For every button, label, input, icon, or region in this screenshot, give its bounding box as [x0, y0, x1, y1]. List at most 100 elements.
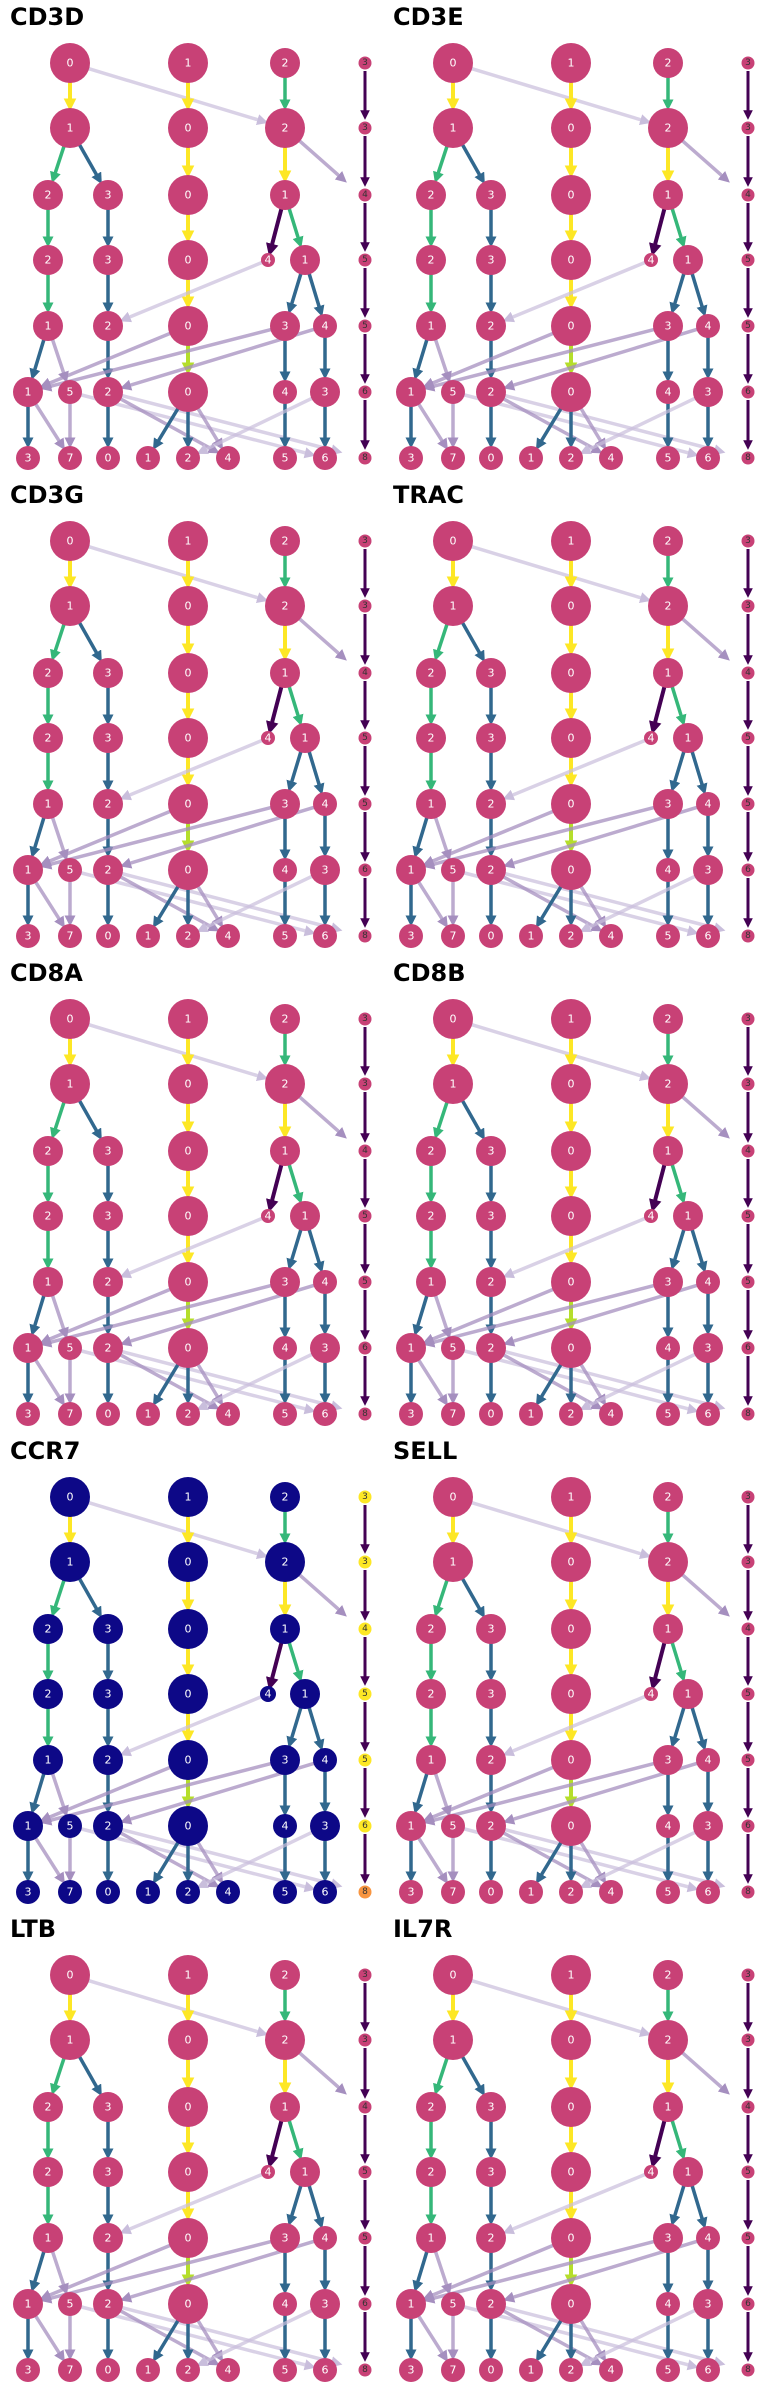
clustree-panel-cd8b: 3 3 4 5 5 6 8 0 1 2 1 0 2 2 3 0 1 2 3 0 4 1 1 2 0 3 4 1 5 2 0 4 3 3 7 0 1 2 4 5…	[383, 956, 763, 1431]
tree-edge	[50, 2249, 69, 2295]
cluster-node-label: 4	[265, 1688, 272, 1701]
cluster-node	[653, 658, 683, 688]
cluster-node	[644, 253, 658, 267]
clustree-graph: 3 3 4 5 5 6 8 0 1 2 1 0 2 2 3 0 1 2 3 0 4 1 1 2 0 3 4 1 5 2 0 4 3 3 7 0 1 2 4 5…	[13, 1955, 372, 2382]
tree-edge	[680, 2050, 730, 2095]
cluster-node	[216, 1880, 240, 1904]
resolution-label: 5	[362, 1689, 368, 1699]
cluster-node	[653, 180, 683, 210]
cluster-node-label: 3	[665, 1276, 672, 1289]
cluster-node	[50, 1477, 90, 1517]
cluster-node-label: 1	[302, 1210, 309, 1223]
cluster-node-label: 1	[528, 452, 535, 465]
cluster-node-label: 5	[67, 864, 74, 877]
cluster-node	[273, 1814, 297, 1838]
resolution-node	[741, 1209, 755, 1223]
cluster-node-label: 6	[322, 452, 329, 465]
cluster-node	[270, 1745, 300, 1775]
cluster-node-label: 2	[45, 667, 52, 680]
cluster-node	[653, 1482, 683, 1512]
cluster-node	[58, 1336, 82, 1360]
tree-edge	[119, 738, 265, 801]
cluster-node-label: 0	[568, 600, 575, 613]
resolution-label: 5	[745, 799, 751, 809]
cluster-node	[313, 314, 337, 338]
panel-title: LTB	[10, 1915, 56, 1943]
resolution-node	[358, 1555, 372, 1569]
cluster-node	[136, 1880, 160, 1904]
cluster-node	[310, 1811, 340, 1841]
cluster-node-label: 2	[428, 1210, 435, 1223]
cluster-node-label: 3	[25, 1408, 32, 1421]
cluster-node	[476, 1136, 506, 1166]
cluster-node	[551, 1196, 591, 1236]
cluster-node-label: 4	[265, 732, 272, 745]
cluster-node	[50, 2020, 90, 2060]
cluster-node-label: 0	[568, 2101, 575, 2114]
cluster-node	[93, 1679, 123, 1709]
tree-edge	[503, 393, 726, 456]
cluster-node-label: 1	[302, 1688, 309, 1701]
cluster-node	[551, 2218, 591, 2258]
tree-edge	[469, 544, 652, 604]
cluster-node	[273, 1402, 297, 1426]
tree-edge	[120, 1827, 343, 1890]
cluster-node	[433, 999, 473, 1039]
cluster-node-label: 1	[665, 1145, 672, 1158]
cluster-node	[653, 789, 683, 819]
cluster-node-label: 0	[568, 864, 575, 877]
tree-edge	[422, 809, 556, 867]
cluster-node-label: 0	[67, 57, 74, 70]
tree-edge	[287, 684, 304, 727]
cluster-node-label: 0	[568, 798, 575, 811]
resolution-node	[741, 797, 755, 811]
resolution-node	[741, 2165, 755, 2179]
cluster-node	[519, 924, 543, 948]
cluster-node	[16, 2358, 40, 2382]
cluster-node-label: 0	[568, 2298, 575, 2311]
cluster-node	[16, 1402, 40, 1426]
resolution-label: 5	[362, 799, 368, 809]
cluster-node	[656, 446, 680, 470]
tree-edge	[578, 2318, 607, 2362]
cluster-node-label: 1	[67, 122, 74, 135]
cluster-node-label: 6	[322, 2364, 329, 2377]
resolution-node	[741, 863, 755, 877]
cluster-node	[136, 924, 160, 948]
resolution-node	[358, 1144, 372, 1158]
cluster-node	[273, 858, 297, 882]
cluster-node	[441, 1880, 465, 1904]
cluster-node-label: 4	[225, 2364, 232, 2377]
tree-edge	[50, 1100, 67, 1140]
cluster-node	[433, 1542, 473, 1582]
clustree-panel-ltb: 3 3 4 5 5 6 8 0 1 2 1 0 2 2 3 0 1 2 3 0 4 1 1 2 0 3 4 1 5 2 0 4 3 3 7 0 1 2 4 5…	[0, 1912, 380, 2387]
resolution-node	[741, 1144, 755, 1158]
cluster-node	[168, 1477, 208, 1517]
cluster-node	[396, 2289, 426, 2319]
cluster-node	[273, 2358, 297, 2382]
cluster-node-label: 6	[705, 452, 712, 465]
cluster-node-label: 0	[185, 2166, 192, 2179]
cluster-node-label: 7	[450, 930, 457, 943]
tree-edge	[416, 880, 448, 928]
cluster-node	[416, 2092, 446, 2122]
cluster-node-label: 1	[568, 1491, 575, 1504]
cluster-node	[673, 723, 703, 753]
cluster-node	[656, 1814, 680, 1838]
tree-edge	[86, 1978, 269, 2038]
cluster-node	[50, 1542, 90, 1582]
cluster-node	[416, 1614, 446, 1644]
tree-edge	[503, 1349, 726, 1412]
resolution-node	[741, 1341, 755, 1355]
cluster-node-label: 2	[428, 667, 435, 680]
cluster-node	[551, 306, 591, 346]
tree-edge	[286, 2183, 303, 2227]
cluster-node-label: 0	[185, 2232, 192, 2245]
cluster-node	[50, 999, 90, 1039]
tree-edge	[433, 337, 452, 383]
cluster-node-label: 7	[450, 2364, 457, 2377]
tree-edge	[196, 1352, 315, 1411]
cluster-node	[648, 108, 688, 148]
resolution-node	[741, 1407, 755, 1421]
tree-edge	[40, 2239, 273, 2304]
